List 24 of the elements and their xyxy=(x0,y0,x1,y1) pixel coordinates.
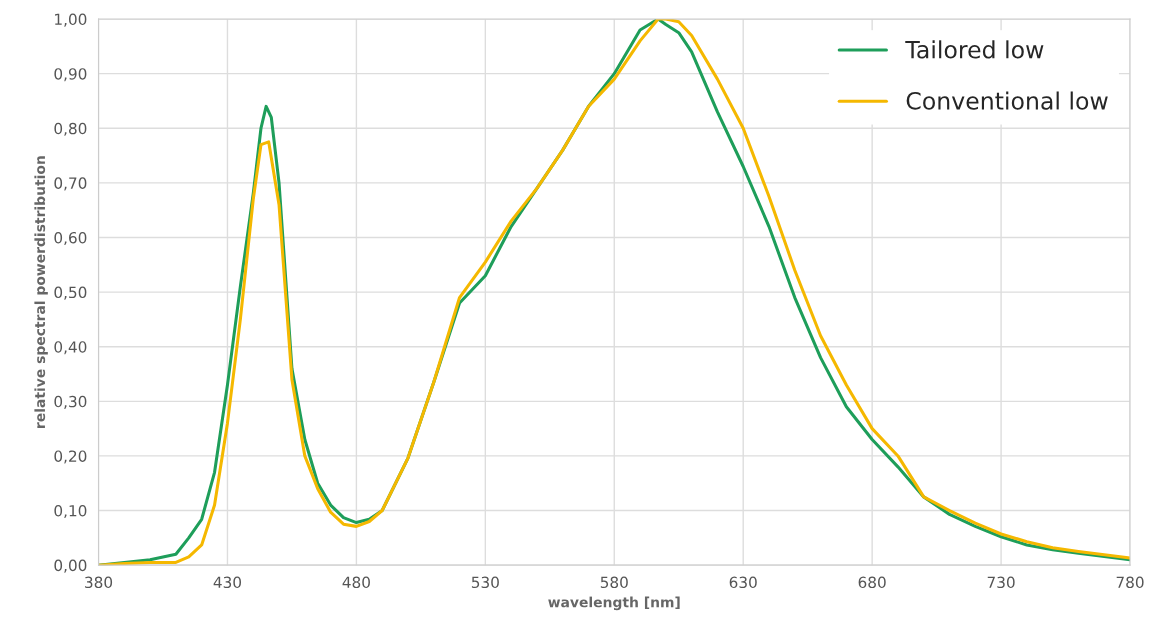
y-tick-label: 0,00 xyxy=(54,559,87,573)
y-axis-title: relative spectral powerdistribution xyxy=(34,156,48,428)
x-tick-label: 630 xyxy=(729,576,757,589)
x-tick-label: 680 xyxy=(858,576,886,589)
y-tick-label: 0,40 xyxy=(54,341,87,355)
y-tick-label: 0,90 xyxy=(54,68,87,82)
x-tick-label: 430 xyxy=(213,576,242,589)
y-tick-label: 0,30 xyxy=(54,395,87,409)
y-tick-label: 0,50 xyxy=(54,286,87,300)
x-tick-label: 380 xyxy=(85,576,113,589)
x-tick-label: 780 xyxy=(1116,576,1144,589)
x-tick-label: 480 xyxy=(342,576,370,589)
legend-label: Conventional low xyxy=(906,91,1108,110)
y-tick-label: 0,60 xyxy=(54,231,87,246)
y-tick-label: 0,80 xyxy=(54,122,87,136)
y-tick-label: 0,20 xyxy=(54,450,87,464)
y-tick-label: 0,10 xyxy=(54,505,87,519)
x-axis-title: wavelength [nm] xyxy=(548,596,680,611)
y-tick-label: 1,00 xyxy=(55,13,87,27)
x-tick-label: 730 xyxy=(987,576,1015,589)
x-tick-label: 580 xyxy=(600,576,628,589)
y-tick-label: 0,70 xyxy=(54,177,87,191)
x-tick-label: 530 xyxy=(471,576,499,589)
legend-label: Tailored low xyxy=(905,40,1044,59)
